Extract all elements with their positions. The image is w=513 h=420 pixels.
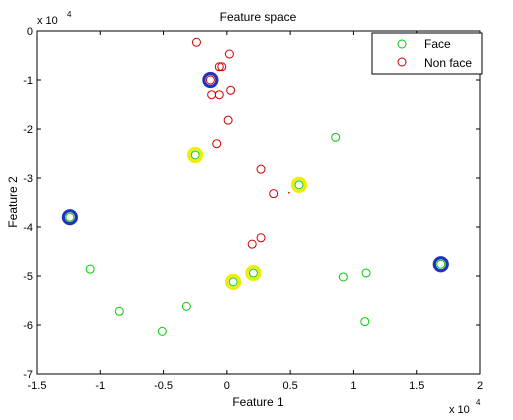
highlight-ring <box>225 273 242 290</box>
highlight-ring <box>245 264 262 282</box>
face-point <box>114 306 124 316</box>
face-point <box>294 180 304 190</box>
face-point <box>361 268 371 278</box>
face-point <box>85 264 95 274</box>
nonface-point <box>217 62 227 72</box>
legend: Face Non face <box>371 32 483 75</box>
nonface-point <box>214 90 224 100</box>
nonface-point <box>214 62 224 72</box>
x-multiplier: x 10 4 <box>449 398 481 416</box>
highlight-rings <box>61 71 449 290</box>
nonface-point <box>191 37 201 47</box>
x-tick-label: -1.5 <box>28 380 47 392</box>
legend-label-nonface: Non face <box>424 56 472 70</box>
x-tick-label: 2 <box>477 380 483 392</box>
chart-title: Feature space <box>220 10 297 24</box>
y-tick-labels: 0 -1 -2 -3 -4 -5 -6 -7 <box>23 26 33 381</box>
face-point <box>338 272 348 282</box>
y-tick-label: -4 <box>23 222 33 234</box>
nonface-point <box>224 49 234 59</box>
y-axis-label: Feature 2 <box>6 176 20 228</box>
legend-box <box>371 32 483 75</box>
y-tick-label: -6 <box>23 320 33 332</box>
face-point <box>190 150 200 160</box>
y-tick-label: -5 <box>23 271 33 283</box>
nonface-point <box>223 115 233 125</box>
x-tick-label: 0.5 <box>282 380 297 392</box>
nonface-point <box>205 75 215 85</box>
legend-marker-nonface <box>397 57 407 67</box>
y-multiplier-exponent: 4 <box>67 10 72 19</box>
y-multiplier: x 10 4 <box>37 10 72 27</box>
face-point <box>157 326 167 336</box>
x-tick-label: -1 <box>95 380 105 392</box>
x-tick-label: 1.5 <box>409 380 424 392</box>
x-tick-label: 0 <box>224 380 230 392</box>
highlight-ring <box>187 146 204 164</box>
legend-marker-face <box>397 39 407 49</box>
nonface-point <box>269 189 279 199</box>
nonface-point <box>226 85 236 95</box>
dot-mark <box>288 191 290 194</box>
y-multiplier-base: x 10 <box>37 15 58 27</box>
highlight-ring <box>290 176 308 193</box>
data-points <box>65 37 446 336</box>
face-point <box>436 259 446 269</box>
highlight-ring <box>61 209 79 226</box>
nonface-point <box>247 239 257 249</box>
y-tick-label: -2 <box>23 124 33 136</box>
face-point <box>181 301 191 311</box>
x-multiplier-base: x 10 <box>449 404 470 416</box>
y-tick-label: -3 <box>23 173 33 185</box>
x-tick-label: 1 <box>350 380 356 392</box>
nonface-point <box>256 233 266 243</box>
nonface-point <box>212 139 222 149</box>
x-multiplier-exponent: 4 <box>476 398 481 407</box>
axis-ticks <box>36 30 481 375</box>
face-point <box>228 277 238 287</box>
face-point <box>65 212 75 222</box>
y-tick-label: 0 <box>27 26 33 38</box>
highlight-ring <box>432 256 449 273</box>
face-point <box>360 317 370 327</box>
y-tick-label: -7 <box>23 369 33 381</box>
face-point <box>248 268 258 278</box>
highlight-ring <box>202 71 219 89</box>
plot-area <box>36 30 481 375</box>
x-tick-labels: -1.5 -1 -0.5 0 0.5 1 1.5 2 <box>28 380 484 392</box>
legend-label-face: Face <box>424 37 451 51</box>
face-point <box>331 132 341 142</box>
y-tick-label: -1 <box>23 75 33 87</box>
x-tick-label: -0.5 <box>154 380 173 392</box>
x-axis-label: Feature 1 <box>232 395 284 409</box>
nonface-point <box>256 164 266 174</box>
